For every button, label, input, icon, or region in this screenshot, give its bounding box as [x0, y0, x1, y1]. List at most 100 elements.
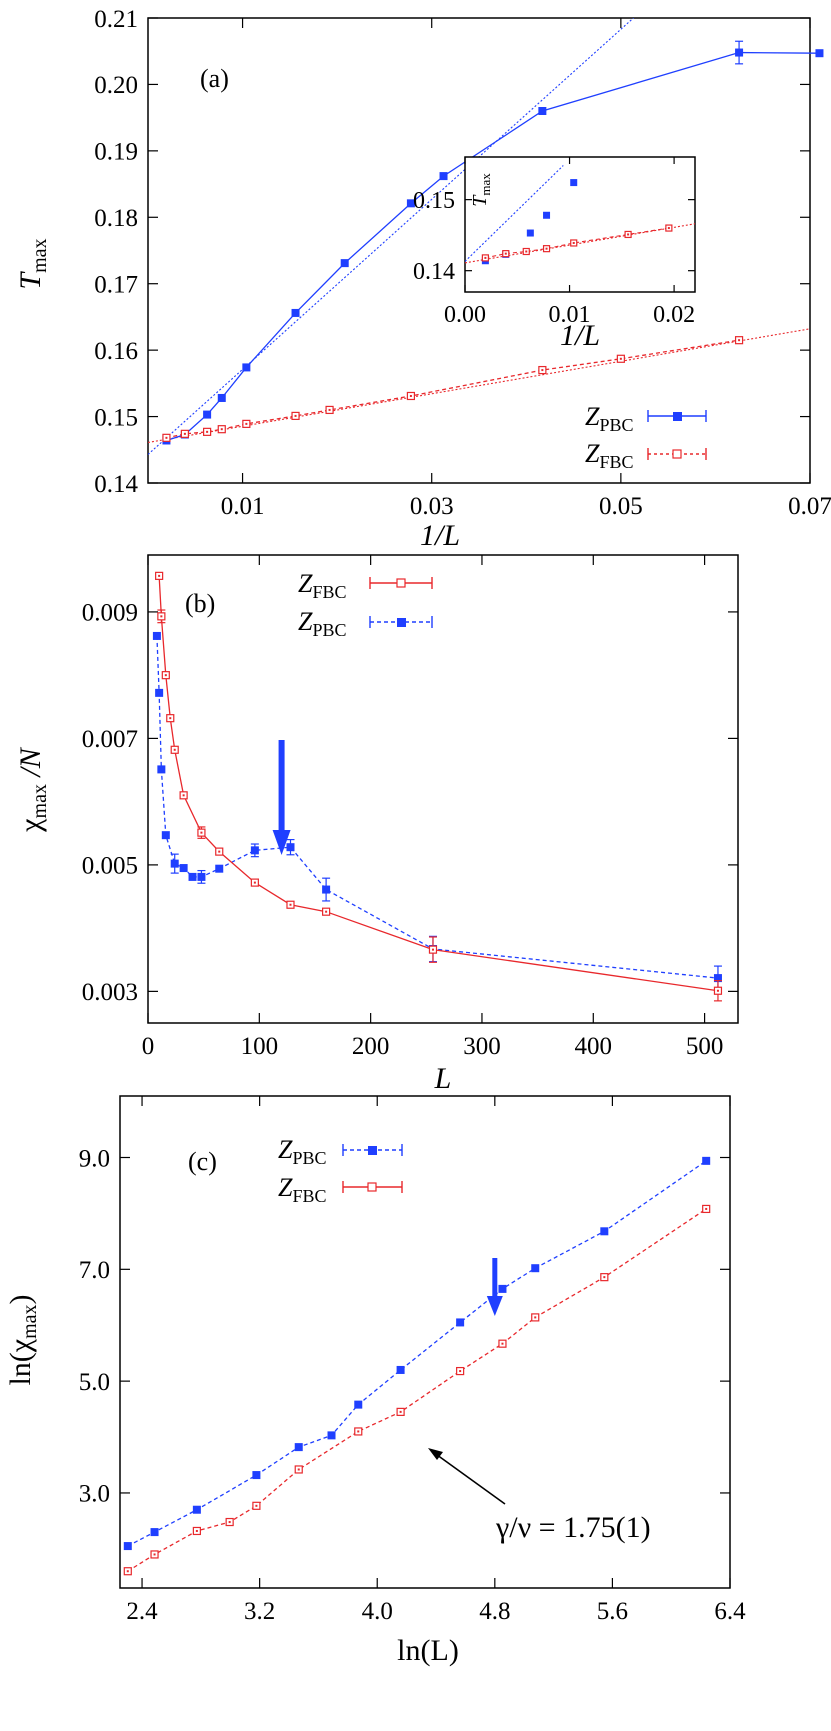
data-point-center: [534, 1316, 537, 1319]
data-point-center: [297, 1468, 300, 1471]
data-point-pbc: [531, 1264, 540, 1273]
data-point-center: [158, 574, 161, 577]
panel-b-arrow: [272, 740, 291, 855]
data-point-pbc: [157, 765, 166, 774]
data-point-pbc: [354, 1400, 363, 1409]
x-tick-label: 400: [575, 1033, 613, 1060]
y-tick-label: 3.0: [79, 1481, 110, 1508]
data-point-center: [173, 748, 176, 751]
data-point-center: [459, 1370, 462, 1373]
x-tick-label: 100: [241, 1033, 279, 1060]
x-tick-label: 4.0: [362, 1598, 393, 1625]
y-tick-label: 0.15: [413, 188, 455, 214]
y-tick-label: 7.0: [79, 1257, 110, 1284]
data-point-pbc: [600, 1227, 609, 1236]
panel-a-label: (a): [200, 64, 229, 93]
data-point-center: [716, 989, 719, 992]
data-point-center: [705, 1207, 708, 1210]
legend-fbc-label-c: ZFBC: [278, 1173, 327, 1206]
panel-a-fit-lines: [148, 18, 810, 455]
data-point-center: [253, 881, 256, 884]
panel-b-legend: ZFBC ZPBC: [298, 569, 433, 640]
legend-pbc-sample: [647, 410, 707, 422]
data-point-center: [572, 241, 575, 244]
panel-a-x-axis: 0.01 0.03 0.05 0.07: [221, 18, 831, 520]
panel-c-frame: [119, 1095, 731, 1589]
panel-c-label: (c): [188, 1147, 217, 1176]
panel-a-inset: 0.14 0.15 0.00 0.01 0.02 Tmax 1/L: [413, 156, 696, 352]
inset-x-label: 1/L: [560, 319, 600, 352]
data-point-pbc: [456, 1318, 465, 1327]
legend-pbc-sample-c: [342, 1144, 403, 1156]
panel-c-x-label: ln(L): [397, 1634, 459, 1667]
data-point-center: [200, 831, 203, 834]
data-point-pbc: [327, 1431, 336, 1440]
x-tick-label: 5.6: [597, 1598, 628, 1625]
legend-pbc-label-b: ZPBC: [298, 607, 347, 640]
legend-fbc-sample-b: [369, 577, 433, 589]
legend-pbc-sample-b: [369, 616, 433, 628]
data-point-center: [431, 948, 434, 951]
panel-a: 0.140.150.160.170.180.190.200.21 0.01 0.0…: [14, 6, 831, 552]
legend-pbc-label-c: ZPBC: [278, 1135, 327, 1168]
y-tick-label: 0.17: [94, 271, 138, 298]
inset-fit-lines: [465, 165, 695, 264]
data-point-pbc: [340, 259, 349, 268]
data-point-center: [195, 1529, 198, 1532]
data-point-center: [228, 1521, 231, 1524]
data-point-pbc: [713, 974, 722, 983]
y-tick-label: 0.21: [94, 6, 138, 33]
panel-a-y-label: Tmax: [14, 238, 51, 289]
data-point-center: [245, 422, 248, 425]
inset-series: [481, 179, 673, 265]
arrow-head: [272, 830, 291, 855]
x-tick-label: 2.4: [126, 1598, 158, 1625]
panel-b-frame: [147, 554, 739, 1024]
data-point-pbc: [702, 1156, 711, 1165]
panel-b: 0.003 0.005 0.007 0.009 0 100 200 300 400 500 (b…: [14, 554, 739, 1095]
panel-b-y-axis: 0.003 0.005 0.007 0.009: [82, 600, 738, 1006]
annotation-arrow-head: [428, 1448, 443, 1460]
panel-c-series: [123, 1156, 711, 1576]
legend-pbc-label: ZPBC: [585, 402, 634, 435]
y-tick-label: 0.009: [82, 600, 138, 627]
data-point-center: [357, 1430, 360, 1433]
data-point-center: [220, 428, 223, 431]
panel-b-label: (b): [185, 589, 215, 618]
x-tick-label: 500: [686, 1033, 724, 1060]
arrow-head: [486, 1296, 503, 1316]
data-point-center: [399, 1410, 402, 1413]
data-point-center: [160, 615, 163, 618]
arrow-shaft: [278, 740, 285, 835]
data-point-center: [294, 414, 297, 417]
data-point-center: [627, 233, 630, 236]
data-point-pbc: [526, 229, 534, 237]
data-point-center: [501, 1342, 504, 1345]
data-point-center: [603, 1276, 606, 1279]
y-tick-label: 0.16: [94, 338, 138, 365]
x-tick-label: 300: [463, 1033, 501, 1060]
annotation-arrow-line: [432, 1451, 506, 1505]
data-point-pbc: [543, 211, 551, 219]
x-tick-label: 0.03: [410, 493, 454, 520]
data-point-center: [545, 247, 548, 250]
panel-c-y-label: ln(χmax): [4, 1294, 41, 1385]
x-tick-label: 0.01: [221, 493, 265, 520]
panel-b-series: [152, 571, 723, 1002]
data-point-center: [328, 408, 331, 411]
data-point-pbc: [291, 308, 300, 317]
annotation-text: γ/ν = 1.75(1): [495, 1511, 651, 1544]
legend-fbc-label: ZFBC: [585, 439, 634, 472]
panel-c-legend: ZPBC ZFBC: [278, 1135, 403, 1206]
series-line-fbc: [166, 339, 740, 439]
panel-c-y-axis: 3.0 5.0 7.0 9.0: [79, 1145, 730, 1508]
data-point-pbc: [294, 1443, 303, 1452]
data-point-center: [164, 674, 167, 677]
panel-b-x-label: L: [434, 1062, 452, 1095]
data-point-pbc: [155, 688, 164, 697]
data-point-center: [126, 1570, 129, 1573]
data-point-center: [289, 903, 292, 906]
data-point-center: [504, 252, 507, 255]
y-tick-label: 0.18: [94, 205, 138, 232]
